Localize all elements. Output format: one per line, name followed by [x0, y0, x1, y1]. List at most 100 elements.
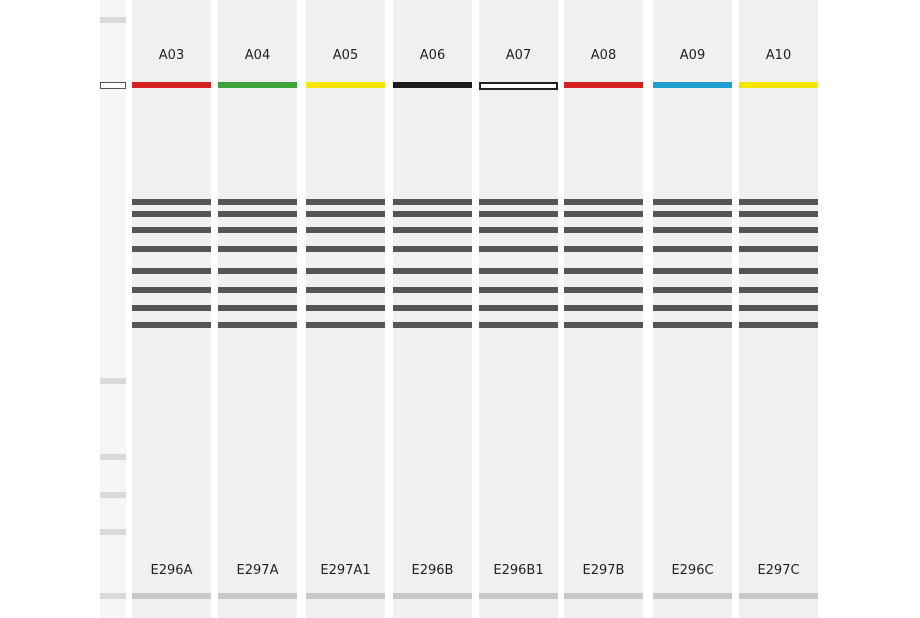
lane-bottom-band: [479, 593, 558, 599]
lane-color-marker: [479, 82, 558, 90]
dna-band: [739, 211, 818, 217]
lane-sample-label: E296A: [150, 563, 193, 578]
lane-bottom-band: [393, 593, 472, 599]
lane-bottom-band: [218, 593, 297, 599]
dna-band: [306, 246, 385, 252]
ladder-band: [100, 17, 126, 23]
dna-band: [479, 305, 558, 311]
dna-band: [739, 227, 818, 233]
dna-band: [653, 305, 732, 311]
dna-band: [564, 246, 643, 252]
dna-band: [393, 305, 472, 311]
gel-lane: A08 E297B: [564, 0, 643, 618]
dna-band: [393, 268, 472, 274]
dna-band: [739, 268, 818, 274]
lane-color-marker: [132, 82, 211, 88]
lane-well-label: A07: [505, 48, 532, 63]
dna-band: [218, 305, 297, 311]
dna-band: [739, 246, 818, 252]
lane-well-label: A09: [679, 48, 706, 63]
lane-color-marker: [218, 82, 297, 88]
gel-lane: A03 E296A: [132, 0, 211, 618]
dna-band: [218, 322, 297, 328]
lane-sample-label: E297A1: [320, 563, 371, 578]
dna-band: [132, 322, 211, 328]
dna-band: [653, 211, 732, 217]
ladder-well: [100, 82, 126, 89]
lane-well-label: A04: [244, 48, 271, 63]
dna-band: [653, 227, 732, 233]
dna-band: [132, 287, 211, 293]
dna-band: [218, 287, 297, 293]
dna-band: [393, 227, 472, 233]
dna-band: [132, 211, 211, 217]
ladder-band: [100, 454, 126, 460]
dna-band: [653, 246, 732, 252]
dna-band: [564, 322, 643, 328]
dna-band: [653, 268, 732, 274]
dna-band: [132, 268, 211, 274]
dna-band: [306, 322, 385, 328]
lane-color-marker: [739, 82, 818, 88]
dna-band: [479, 287, 558, 293]
lane-sample-label: E296B1: [493, 563, 544, 578]
dna-band: [653, 287, 732, 293]
dna-band: [564, 287, 643, 293]
dna-band: [306, 268, 385, 274]
dna-band: [132, 246, 211, 252]
dna-band: [739, 322, 818, 328]
lane-well-label: A03: [158, 48, 185, 63]
lane-well-label: A05: [332, 48, 359, 63]
dna-band: [479, 268, 558, 274]
lane-color-marker: [653, 82, 732, 88]
dna-band: [393, 322, 472, 328]
dna-band: [564, 305, 643, 311]
dna-band: [564, 211, 643, 217]
lane-bottom-band: [306, 593, 385, 599]
gel-lane: A09 E296C: [653, 0, 732, 618]
lane-bottom-band: [739, 593, 818, 599]
gel-lane: A06 E296B: [393, 0, 472, 618]
dna-band: [218, 227, 297, 233]
dna-band: [393, 199, 472, 205]
dna-band: [306, 287, 385, 293]
dna-band: [218, 246, 297, 252]
lane-sample-label: E297A: [236, 563, 279, 578]
dna-band: [132, 227, 211, 233]
ladder-band: [100, 378, 126, 384]
dna-band: [306, 211, 385, 217]
gel-lane: A10 E297C: [739, 0, 818, 618]
lane-color-marker: [393, 82, 472, 88]
gel-lane: A04 E297A: [218, 0, 297, 618]
dna-band: [132, 199, 211, 205]
ladder-lane: [100, 0, 126, 618]
dna-band: [479, 199, 558, 205]
lane-sample-label: E296C: [671, 563, 714, 578]
lane-sample-label: E296B: [411, 563, 454, 578]
dna-band: [218, 211, 297, 217]
gel-lane: A05 E297A1: [306, 0, 385, 618]
dna-band: [393, 246, 472, 252]
ladder-band: [100, 492, 126, 498]
dna-band: [739, 305, 818, 311]
ladder-band: [100, 529, 126, 535]
gel-lane: A07 E296B1: [479, 0, 558, 618]
dna-band: [653, 322, 732, 328]
lane-bottom-band: [564, 593, 643, 599]
lane-bottom-band: [132, 593, 211, 599]
dna-band: [479, 322, 558, 328]
dna-band: [218, 199, 297, 205]
dna-band: [739, 287, 818, 293]
lane-color-marker: [306, 82, 385, 88]
dna-band: [306, 305, 385, 311]
lane-bottom-band: [653, 593, 732, 599]
dna-band: [393, 287, 472, 293]
dna-band: [132, 305, 211, 311]
dna-band: [564, 199, 643, 205]
lane-well-label: A10: [765, 48, 792, 63]
dna-band: [479, 227, 558, 233]
dna-band: [564, 268, 643, 274]
dna-band: [393, 211, 472, 217]
dna-band: [564, 227, 643, 233]
